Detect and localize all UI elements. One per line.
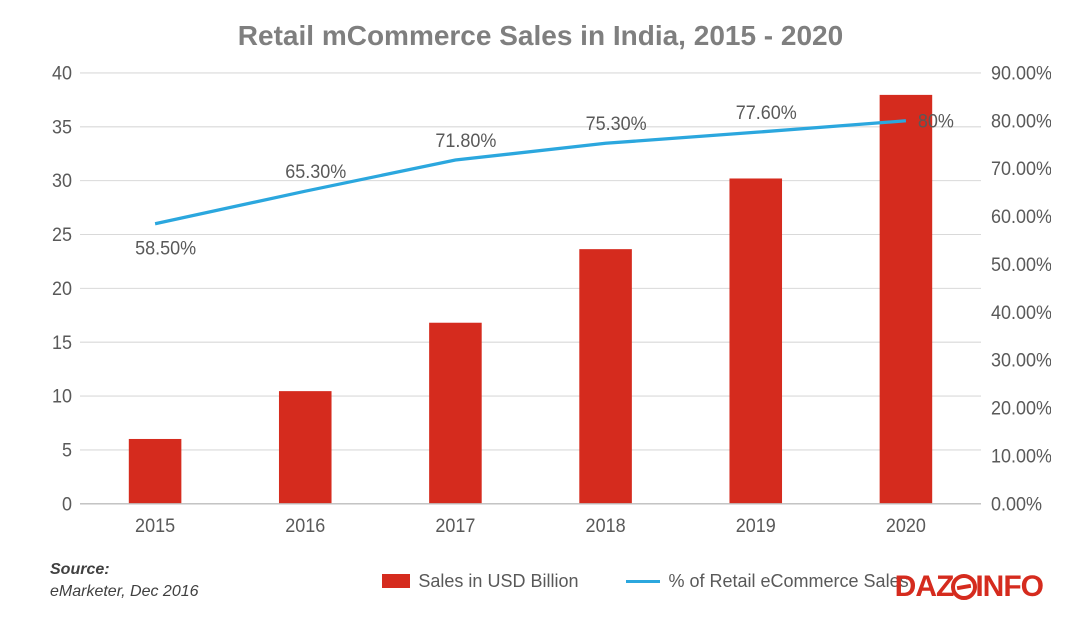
svg-text:75.30%: 75.30%: [586, 112, 647, 134]
logo-post: INFO: [975, 570, 1043, 604]
svg-text:0: 0: [62, 493, 72, 515]
legend-bar-label: Sales in USD Billion: [418, 571, 578, 592]
svg-text:10.00%: 10.00%: [991, 445, 1051, 467]
svg-text:80%: 80%: [918, 110, 954, 132]
svg-text:58.50%: 58.50%: [135, 237, 196, 259]
svg-text:0.00%: 0.00%: [991, 493, 1042, 515]
svg-text:30.00%: 30.00%: [991, 349, 1051, 371]
source-text: eMarketer, Dec 2016: [50, 581, 250, 603]
legend-item-line: % of Retail eCommerce Sales: [626, 571, 908, 592]
chart-footer: Source: eMarketer, Dec 2016 Sales in USD…: [30, 542, 1051, 612]
logo-e-icon: [951, 574, 977, 600]
chart-container: Retail mCommerce Sales in India, 2015 - …: [0, 0, 1081, 627]
plot-area: 0 5 10 15 20 25 30 35 40 0.00% 10.00% 20.00% 30.00% 4…: [30, 62, 1051, 542]
svg-text:70.00%: 70.00%: [991, 157, 1051, 179]
legend-item-bar: Sales in USD Billion: [382, 571, 578, 592]
svg-text:90.00%: 90.00%: [991, 62, 1051, 84]
svg-text:5: 5: [62, 439, 72, 461]
svg-text:80.00%: 80.00%: [991, 110, 1051, 132]
svg-text:2019: 2019: [736, 514, 776, 536]
svg-text:40: 40: [52, 62, 72, 84]
svg-text:60.00%: 60.00%: [991, 205, 1051, 227]
svg-text:40.00%: 40.00%: [991, 301, 1051, 323]
svg-text:65.30%: 65.30%: [285, 160, 346, 182]
chart-title: Retail mCommerce Sales in India, 2015 - …: [30, 20, 1051, 52]
svg-text:25: 25: [52, 223, 72, 245]
svg-text:77.60%: 77.60%: [736, 101, 797, 123]
line-swatch: [626, 580, 660, 583]
svg-text:50.00%: 50.00%: [991, 253, 1051, 275]
svg-text:30: 30: [52, 169, 72, 191]
svg-text:20: 20: [52, 277, 72, 299]
source-block: Source: eMarketer, Dec 2016: [50, 559, 250, 604]
svg-text:2018: 2018: [586, 514, 626, 536]
svg-text:20.00%: 20.00%: [991, 397, 1051, 419]
svg-text:2016: 2016: [285, 514, 325, 536]
combo-chart-svg: 0 5 10 15 20 25 30 35 40 0.00% 10.00% 20.00% 30.00% 4…: [30, 62, 1051, 542]
legend-line-label: % of Retail eCommerce Sales: [668, 571, 908, 592]
svg-text:2020: 2020: [886, 514, 926, 536]
svg-text:35: 35: [52, 116, 72, 138]
svg-text:2015: 2015: [135, 514, 175, 536]
svg-text:10: 10: [52, 385, 72, 407]
source-heading: Source:: [50, 559, 250, 581]
logo-pre: DAZ: [895, 570, 954, 604]
svg-text:71.80%: 71.80%: [435, 129, 496, 151]
bar-swatch: [382, 574, 410, 588]
dazeinfo-logo: DAZ INFO: [895, 570, 1043, 604]
svg-text:2017: 2017: [435, 514, 475, 536]
svg-text:15: 15: [52, 331, 72, 353]
